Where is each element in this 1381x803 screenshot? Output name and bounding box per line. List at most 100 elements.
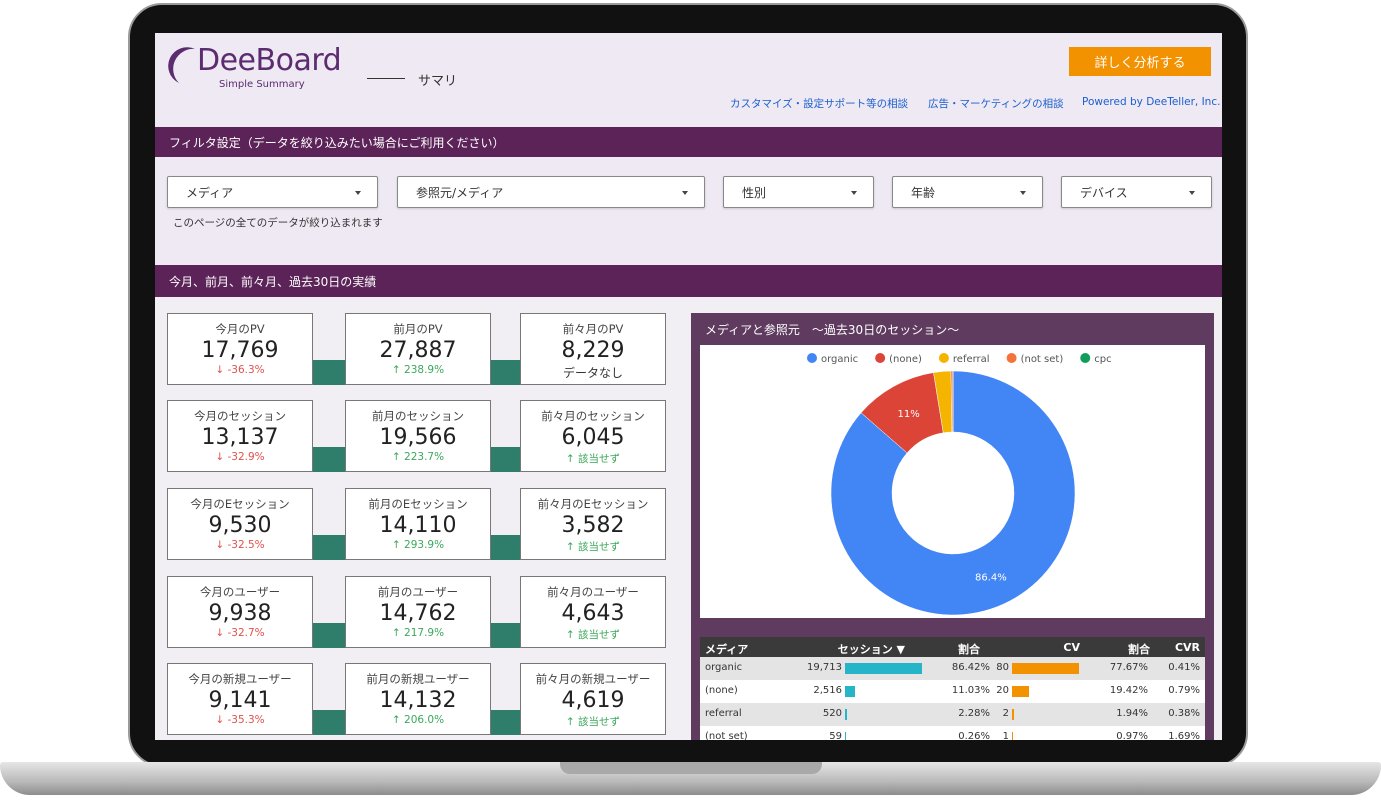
legend-label: (not set) xyxy=(1021,354,1064,365)
table-cell: organic xyxy=(705,662,743,673)
kpi-title: 前々月のユーザー xyxy=(547,585,639,599)
connector xyxy=(491,535,520,560)
kpi-title: 前月のPV xyxy=(393,322,443,336)
table-cell: 1.94% xyxy=(1116,708,1148,719)
table-cell: 0.41% xyxy=(1168,662,1200,673)
chart-panel: メディアと参照元 ～過去30日のセッション～ organic (none) refe… xyxy=(691,313,1214,740)
table-cell: 59 xyxy=(829,731,842,740)
dropdown-arrow xyxy=(1020,191,1026,195)
filter-dropdown[interactable]: 年齢 xyxy=(892,176,1043,208)
connector xyxy=(491,447,520,472)
filter-dropdown[interactable]: 性別 xyxy=(723,176,874,208)
filter-dropdown[interactable]: 参照元/メディア xyxy=(397,176,705,208)
table-cell: 0.26% xyxy=(958,731,990,740)
kpi-value: 3,582 xyxy=(561,513,625,538)
cv-bar xyxy=(1012,709,1014,720)
kpi-card: 前々月のPV 8,229 データなし xyxy=(520,313,666,385)
kpi-change: ↑ 206.0% xyxy=(391,714,445,726)
table-cell: 19.42% xyxy=(1109,685,1148,696)
column-header: CVR xyxy=(1174,641,1200,654)
table-cell: 19,713 xyxy=(807,662,842,673)
kpi-card: 前月のPV 27,887 ↑ 238.9% xyxy=(345,313,491,385)
kpi-value: 14,762 xyxy=(379,601,457,626)
kpi-title: 前々月のPV xyxy=(562,322,624,336)
column-header: CV xyxy=(1063,641,1080,654)
kpi-title: 前月のユーザー xyxy=(377,585,459,599)
dropdown-label: 性別 xyxy=(742,185,767,200)
kpi-change: ↓ -36.3% xyxy=(215,364,265,376)
legend-label: (none) xyxy=(889,354,922,365)
kpi-title: 前月の新規ユーザー xyxy=(366,672,470,686)
table-row: (none) 2,516 11.03% 20 19.42% 0.79% xyxy=(700,680,1205,703)
legend-swatch xyxy=(1006,353,1017,363)
kpi-card: 前月のユーザー 14,762 ↑ 217.9% xyxy=(345,576,491,648)
logo-subtitle: Simple Summary xyxy=(219,79,305,90)
kpi-value: 4,619 xyxy=(561,688,625,713)
dropdown-label: 年齢 xyxy=(911,185,936,200)
kpi-card: 前々月の新規ユーザー 4,619 ↑ 該当せず xyxy=(520,663,666,735)
filter-dropdown[interactable]: デバイス xyxy=(1061,176,1212,208)
chart-box: organic (none) referral (not set) cpc 86.4% 11… xyxy=(700,345,1205,618)
cv-bar xyxy=(1012,686,1029,697)
kpi-value: 8,229 xyxy=(561,338,625,363)
filter-dropdown[interactable]: メディア xyxy=(167,176,378,208)
kpi-value: 9,530 xyxy=(208,513,272,538)
kpi-title: 今月の新規ユーザー xyxy=(188,672,292,686)
legend-label: referral xyxy=(953,354,990,365)
kpi-card: 今月のPV 17,769 ↓ -36.3% xyxy=(167,313,313,385)
legend-swatch xyxy=(1080,353,1091,363)
table-cell: 77.67% xyxy=(1109,662,1148,673)
screen: DeeBoard Simple Summary サマリ 詳しく分析する カスタマ… xyxy=(155,33,1222,740)
logo-icon xyxy=(168,47,198,86)
kpi-change: ↓ -32.5% xyxy=(215,539,265,551)
connector xyxy=(313,623,345,648)
table-cell: 520 xyxy=(822,708,842,719)
ad-link[interactable]: 広告・マーケティングの相談 xyxy=(928,98,1064,110)
column-header: セッション ▼ xyxy=(837,643,905,656)
kpi-card: 前々月のセッション 6,045 ↑ 該当せず xyxy=(520,400,666,472)
legend-swatch xyxy=(938,353,949,363)
title-dash xyxy=(367,78,405,79)
kpi-card: 前月のEセッション 14,110 ↑ 293.9% xyxy=(345,488,491,560)
kpi-value: 17,769 xyxy=(201,338,279,363)
kpi-change: ↓ -32.7% xyxy=(215,627,265,639)
kpi-card: 今月のユーザー 9,938 ↓ -32.7% xyxy=(167,576,313,648)
table-cell: referral xyxy=(705,708,742,719)
kpi-value: 14,110 xyxy=(379,513,457,538)
analyze-button[interactable]: 詳しく分析する xyxy=(1069,47,1211,76)
connector xyxy=(313,535,345,560)
kpi-title: 今月のセッション xyxy=(194,409,286,423)
dropdown-label: メディア xyxy=(186,185,234,200)
kpi-change: ↑ 217.9% xyxy=(391,627,445,639)
column-header: 割合 xyxy=(1128,643,1150,656)
powered-link[interactable]: Powered by DeeTeller, Inc. xyxy=(1082,96,1221,108)
connector xyxy=(491,710,520,735)
kpi-value: 27,887 xyxy=(379,338,457,363)
kpi-change: ↑ 該当せず xyxy=(565,453,621,465)
kpi-card: 今月のセッション 13,137 ↓ -32.9% xyxy=(167,400,313,472)
donut-chart: organic (none) referral (not set) cpc 86.4% 11… xyxy=(807,353,1112,616)
laptop-notch xyxy=(560,762,822,774)
session-bar xyxy=(845,663,922,674)
filter-bar: フィルタ設定（データを絞り込みたい場合にご利用ください） xyxy=(155,127,1222,157)
table-cell: 0.79% xyxy=(1168,685,1200,696)
dropdown-arrow xyxy=(851,191,857,195)
support-link[interactable]: カスタマイズ・設定サポート等の相談 xyxy=(730,98,909,110)
logo: DeeBoard xyxy=(197,43,342,78)
kpi-card: 前月のセッション 19,566 ↑ 223.7% xyxy=(345,400,491,472)
kpi-card: 今月の新規ユーザー 9,141 ↓ -35.3% xyxy=(167,663,313,735)
kpi-card: 前々月のEセッション 3,582 ↑ 該当せず xyxy=(520,488,666,560)
connector xyxy=(313,710,345,735)
media-table: メディア セッション ▼ 割合 CV 割合 CVR organic 19,713 86.42% 8… xyxy=(700,637,1205,740)
filter-note: このページの全てのデータが絞り込まれます xyxy=(173,217,383,229)
table-cell: 0.38% xyxy=(1168,708,1200,719)
column-header: 割合 xyxy=(958,643,980,656)
table-row: referral 520 2.28% 2 1.94% 0.38% xyxy=(700,703,1205,726)
kpi-title: 今月のユーザー xyxy=(199,585,281,599)
table-cell: 86.42% xyxy=(951,662,990,673)
connector xyxy=(491,623,520,648)
table-cell: 0.97% xyxy=(1116,731,1148,740)
header xyxy=(155,33,1222,127)
slice-label: 86.4% xyxy=(975,572,1007,583)
